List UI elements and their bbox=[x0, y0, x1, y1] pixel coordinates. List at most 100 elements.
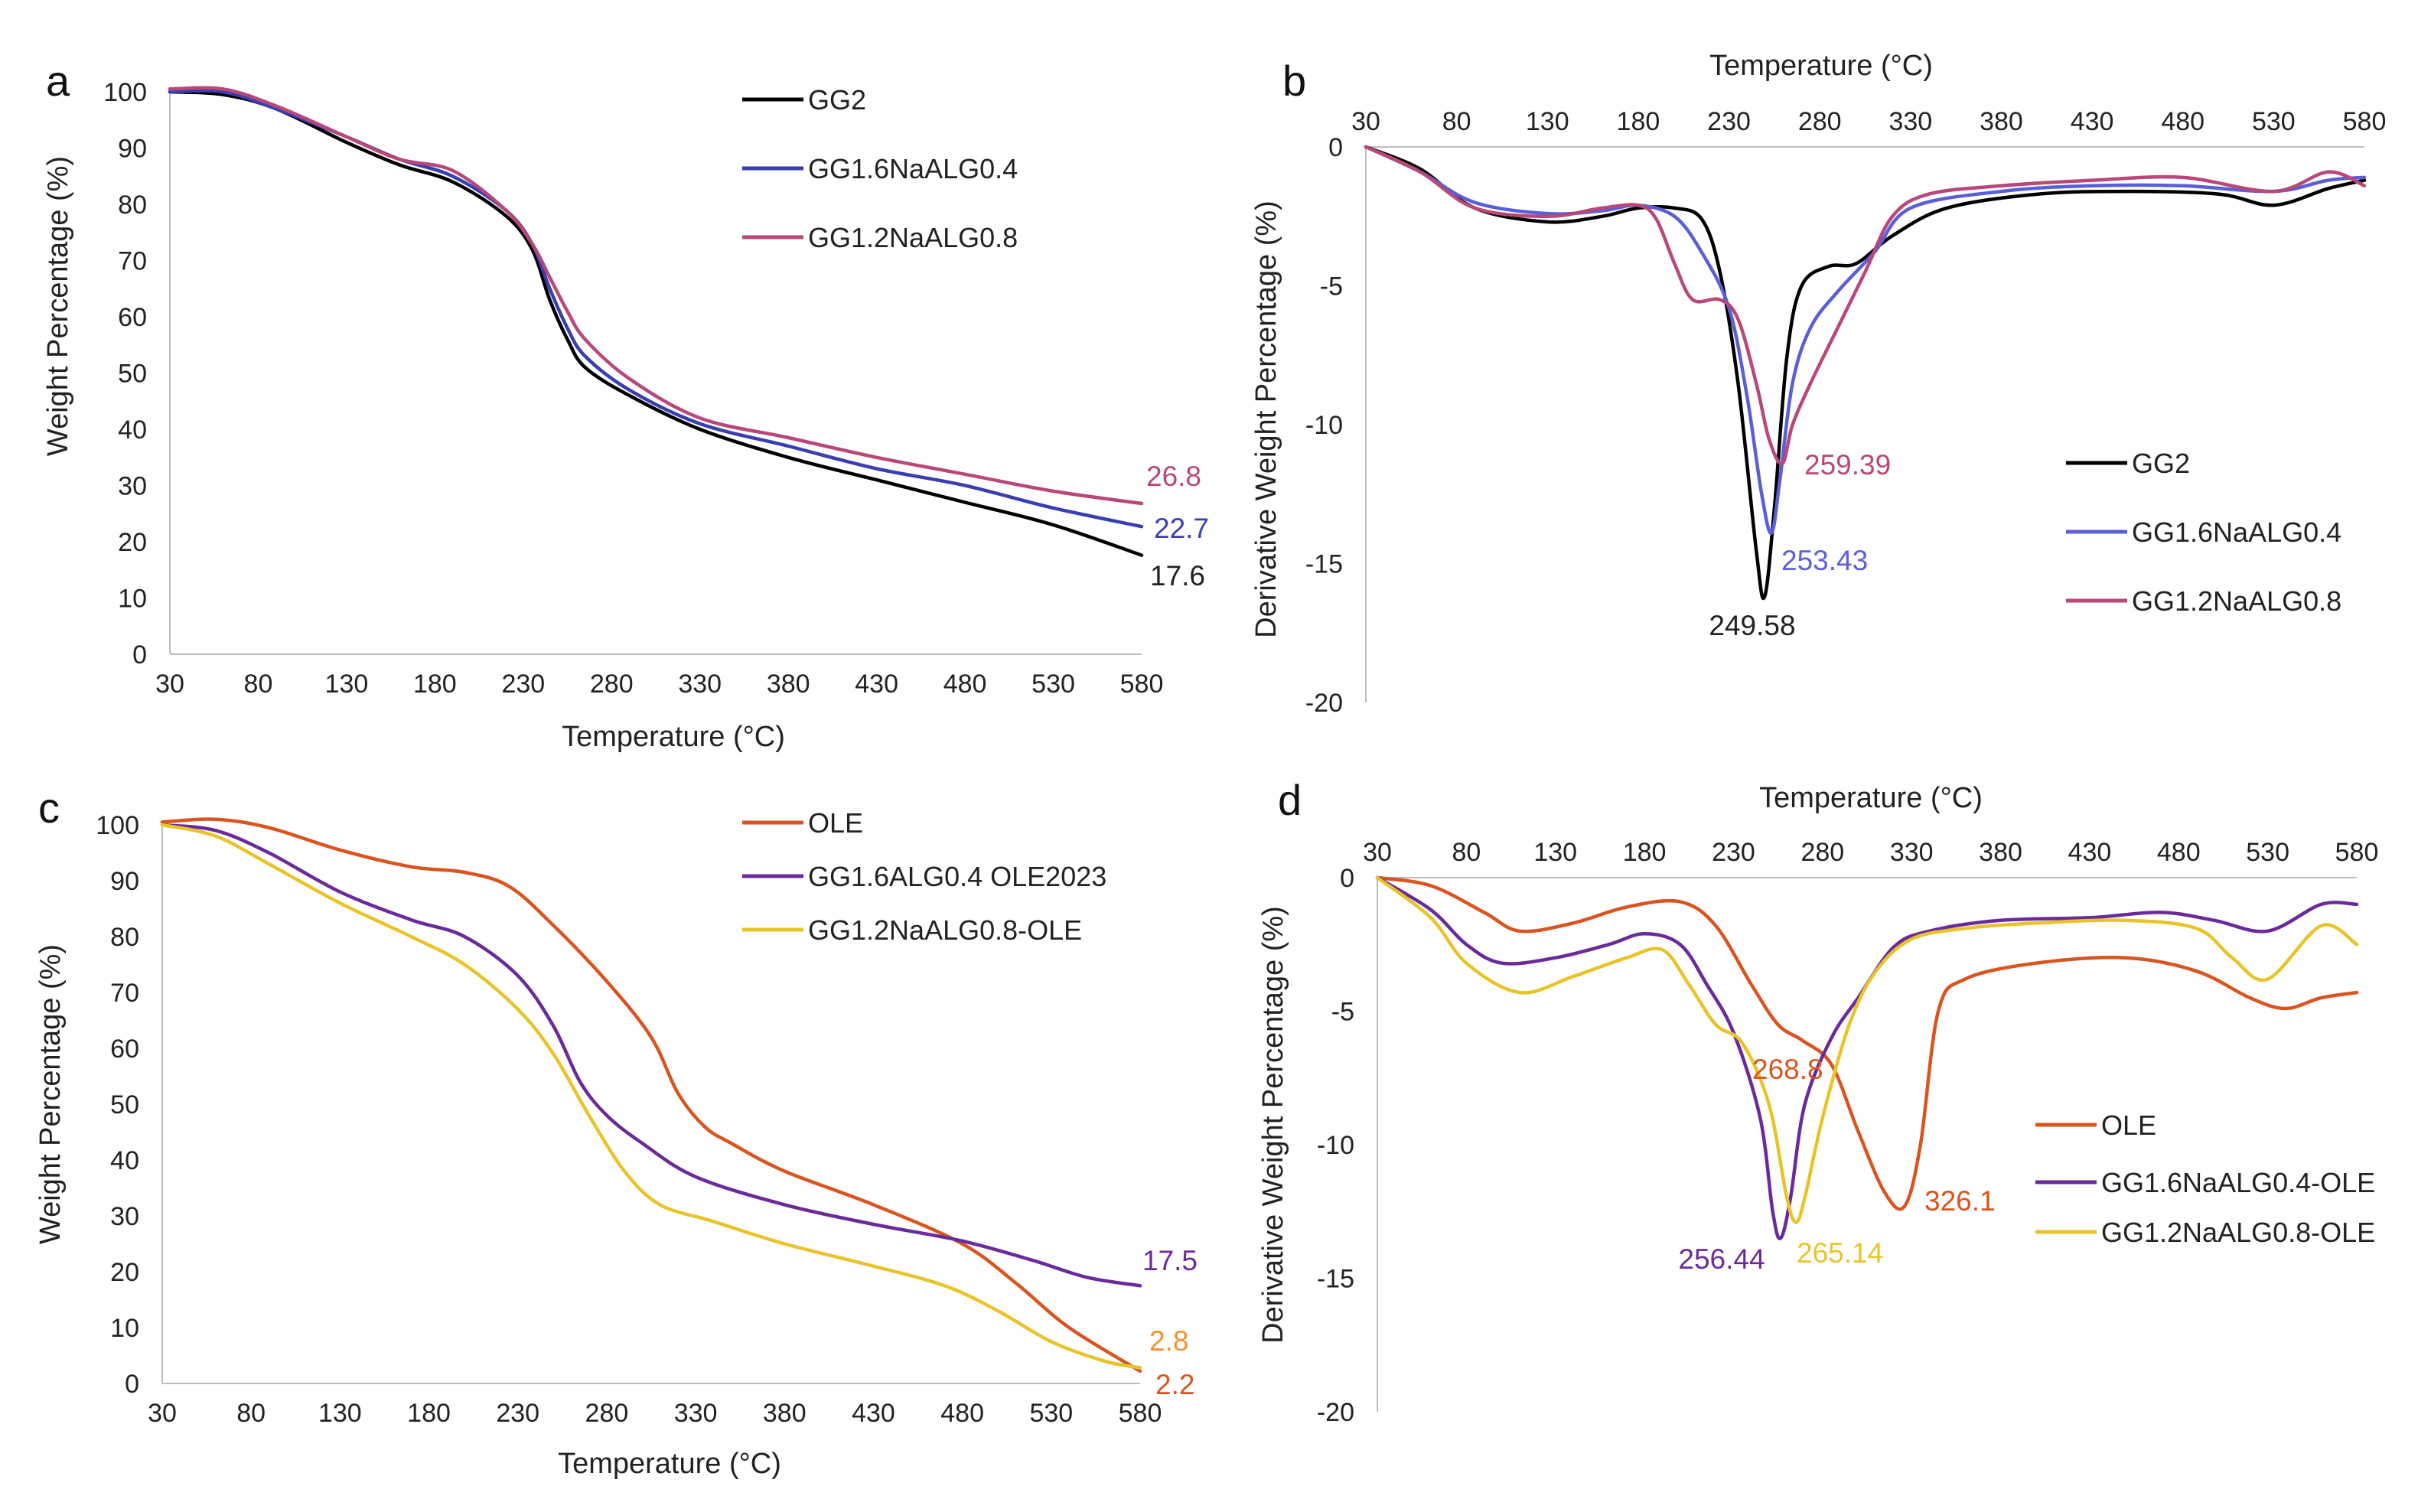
x-tick-label: 130 bbox=[1533, 838, 1577, 867]
y-tick-label: -20 bbox=[1305, 689, 1343, 718]
x-tick-label: 480 bbox=[940, 1399, 984, 1428]
series-line-gg1-2naalg0-8-ole bbox=[160, 823, 1142, 1370]
x-tick-label: 180 bbox=[1623, 838, 1667, 867]
y-tick-label: 0 bbox=[132, 640, 147, 670]
y-tick-label: 20 bbox=[118, 528, 147, 557]
x-tick-label: 380 bbox=[767, 670, 810, 699]
x-tick-label: 30 bbox=[155, 670, 184, 699]
panel-b: b 30 80 130 180 230 280 330 380 430 480 530 580 0 -5 -1… bbox=[1250, 50, 2386, 718]
legend-entry: GG1.6ALG0.4 OLE2023 bbox=[742, 861, 1106, 892]
data-label: 268.8 bbox=[1752, 1054, 1823, 1085]
y-tick-label: 40 bbox=[110, 1146, 139, 1175]
y-tick-label: -20 bbox=[1317, 1398, 1354, 1427]
x-axis-title: Temperature (°C) bbox=[1759, 782, 1983, 814]
panel-letter: b bbox=[1282, 57, 1306, 105]
y-tick-label: -10 bbox=[1317, 1131, 1354, 1160]
x-tick-label: 30 bbox=[1363, 838, 1392, 867]
y-tick-label: 50 bbox=[110, 1090, 139, 1119]
x-tick-label: 330 bbox=[678, 670, 722, 699]
y-tick-label: 10 bbox=[118, 585, 147, 614]
x-axis-title: Temperature (°C) bbox=[1709, 50, 1933, 82]
legend-label: GG1.6NaALG0.4-OLE bbox=[2101, 1167, 2375, 1198]
data-label: 249.58 bbox=[1709, 610, 1795, 641]
data-label: 253.43 bbox=[1781, 545, 1868, 576]
x-tick-label: 80 bbox=[1452, 838, 1481, 867]
y-tick-label: -5 bbox=[1320, 272, 1343, 301]
series-line-gg1-2naalg0-8 bbox=[168, 86, 1144, 506]
y-tick-label: 50 bbox=[118, 360, 147, 389]
x-tick-label: 230 bbox=[1707, 107, 1751, 136]
data-label: 17.5 bbox=[1142, 1245, 1198, 1276]
x-tick-label: 480 bbox=[2157, 838, 2201, 867]
x-axis-title: Temperature (°C) bbox=[562, 721, 785, 753]
x-tick-label: 80 bbox=[244, 670, 273, 699]
y-tick-label: 30 bbox=[118, 472, 147, 501]
series-line-gg1-2naalg0-8-ole bbox=[1375, 875, 2359, 1224]
x-tick-label: 580 bbox=[1119, 1399, 1162, 1428]
x-tick-label: 30 bbox=[1351, 107, 1380, 136]
y-tick-label: 100 bbox=[96, 811, 139, 840]
y-tick-label: 20 bbox=[110, 1258, 139, 1287]
data-label: 265.14 bbox=[1797, 1237, 1883, 1269]
y-tick-label: 0 bbox=[125, 1370, 139, 1399]
x-tick-label: 530 bbox=[1029, 1399, 1073, 1428]
legend-entry: GG1.2NaALG0.8 bbox=[742, 222, 1018, 253]
legend-label: GG2 bbox=[808, 84, 866, 116]
y-tick-label: -10 bbox=[1305, 411, 1343, 440]
series-line-ole bbox=[1375, 875, 2359, 1211]
panel-a: a 30 80 130 180 230 280 330 380 430 480 530 580 0 10 20… bbox=[42, 57, 1209, 753]
x-tick-label: 530 bbox=[2252, 107, 2296, 136]
x-tick-label: 130 bbox=[1526, 107, 1569, 136]
x-tick-label: 480 bbox=[943, 670, 987, 699]
legend-label: GG1.2NaALG0.8 bbox=[808, 222, 1018, 253]
legend-entry: GG1.2NaALG0.8-OLE bbox=[2035, 1217, 2375, 1248]
y-tick-label: 60 bbox=[118, 303, 147, 332]
data-label: 26.8 bbox=[1146, 461, 1201, 492]
legend-entry: GG1.2NaALG0.8-OLE bbox=[742, 914, 1082, 946]
panel-letter: a bbox=[46, 57, 70, 105]
x-tick-label: 180 bbox=[413, 670, 457, 699]
x-tick-label: 530 bbox=[1031, 670, 1075, 699]
y-tick-label: -15 bbox=[1317, 1265, 1354, 1294]
x-tick-label: 330 bbox=[1888, 107, 1932, 136]
y-tick-label: 80 bbox=[110, 923, 139, 952]
x-tick-label: 380 bbox=[1979, 838, 2022, 867]
y-tick-label: 90 bbox=[110, 867, 139, 896]
x-tick-label: 80 bbox=[236, 1399, 266, 1428]
x-tick-label: 280 bbox=[585, 1399, 629, 1428]
x-tick-label: 230 bbox=[501, 670, 545, 699]
x-tick-label: 330 bbox=[674, 1399, 718, 1428]
legend-label: OLE bbox=[808, 807, 863, 839]
x-tick-label: 330 bbox=[1890, 838, 1934, 867]
data-label: 17.6 bbox=[1150, 560, 1205, 591]
data-label: 22.7 bbox=[1154, 513, 1209, 544]
y-tick-label: 80 bbox=[118, 191, 147, 220]
x-tick-label: 230 bbox=[1712, 838, 1755, 867]
data-label: 326.1 bbox=[1924, 1185, 1996, 1217]
x-tick-label: 530 bbox=[2246, 838, 2289, 867]
y-tick-label: 90 bbox=[118, 135, 147, 164]
x-axis-title: Temperature (°C) bbox=[558, 1448, 781, 1480]
x-tick-label: 280 bbox=[590, 670, 634, 699]
y-tick-label: 60 bbox=[110, 1035, 139, 1064]
panel-c: c 30 80 130 180 230 280 330 380 430 480 530 580 0 10 20… bbox=[34, 784, 1198, 1480]
x-tick-label: 480 bbox=[2161, 107, 2205, 136]
y-tick-label: 30 bbox=[110, 1202, 139, 1231]
y-tick-label: 0 bbox=[1340, 864, 1354, 893]
series-line-gg1-2naalg0-8 bbox=[1364, 145, 2367, 466]
legend-label: GG1.6NaALG0.4 bbox=[808, 153, 1018, 184]
y-axis-title: Weight Percentage (%) bbox=[42, 156, 74, 456]
x-tick-label: 580 bbox=[2335, 838, 2379, 867]
x-tick-label: 230 bbox=[496, 1399, 539, 1428]
legend-label: GG1.2NaALG0.8 bbox=[2132, 585, 2341, 617]
x-tick-label: 430 bbox=[2071, 107, 2114, 136]
y-tick-label: 70 bbox=[118, 247, 147, 276]
legend-entry: GG2 bbox=[2066, 448, 2190, 479]
x-tick-label: 430 bbox=[855, 670, 898, 699]
x-tick-label: 30 bbox=[148, 1399, 177, 1428]
legend-label: GG1.6ALG0.4 OLE2023 bbox=[808, 861, 1106, 892]
y-axis-title: Derivative Weight Percentage (%) bbox=[1257, 906, 1289, 1344]
legend-entry: GG2 bbox=[742, 84, 866, 116]
legend-label: GG1.6NaALG0.4 bbox=[2132, 516, 2341, 548]
series-line-gg2 bbox=[1364, 145, 2367, 601]
